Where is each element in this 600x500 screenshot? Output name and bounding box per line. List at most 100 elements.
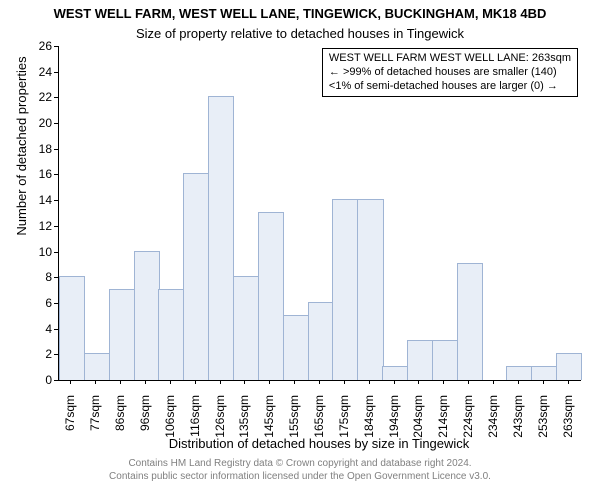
x-tick-label: 155sqm (287, 395, 301, 455)
y-tick-label: 26 (28, 39, 52, 53)
x-tick-mark (195, 380, 196, 384)
footer-line-1: Contains HM Land Registry data © Crown c… (0, 458, 600, 471)
x-tick-label: 243sqm (511, 395, 525, 455)
histogram-bar (183, 173, 209, 380)
y-tick-label: 18 (28, 142, 52, 156)
x-tick-label: 135sqm (237, 395, 251, 455)
x-tick-label: 126sqm (213, 395, 227, 455)
histogram-bar (556, 353, 582, 380)
histogram-bar (233, 276, 259, 380)
chart-container: WEST WELL FARM, WEST WELL LANE, TINGEWIC… (0, 0, 600, 500)
y-tick-mark (54, 46, 58, 47)
x-tick-mark (120, 380, 121, 384)
x-tick-label: 106sqm (163, 395, 177, 455)
y-tick-label: 16 (28, 167, 52, 181)
x-tick-mark (418, 380, 419, 384)
x-tick-label: 184sqm (362, 395, 376, 455)
x-tick-label: 165sqm (312, 395, 326, 455)
histogram-bar (457, 263, 483, 380)
x-tick-mark (493, 380, 494, 384)
histogram-bar (308, 302, 334, 380)
histogram-bar (506, 366, 532, 380)
y-tick-label: 20 (28, 116, 52, 130)
x-tick-mark (269, 380, 270, 384)
x-tick-label: 224sqm (461, 395, 475, 455)
x-tick-label: 77sqm (88, 395, 102, 455)
chart-subtitle: Size of property relative to detached ho… (0, 26, 600, 41)
y-tick-mark (54, 97, 58, 98)
x-tick-mark (468, 380, 469, 384)
y-axis-label: Number of detached properties (14, 0, 29, 313)
histogram-bar (208, 96, 234, 380)
y-tick-mark (54, 149, 58, 150)
x-tick-mark (244, 380, 245, 384)
y-tick-mark (54, 174, 58, 175)
x-tick-label: 67sqm (63, 395, 77, 455)
y-tick-mark (54, 226, 58, 227)
y-tick-label: 14 (28, 193, 52, 207)
y-tick-label: 10 (28, 245, 52, 259)
x-tick-mark (145, 380, 146, 384)
x-tick-mark (543, 380, 544, 384)
x-tick-mark (344, 380, 345, 384)
x-tick-label: 86sqm (113, 395, 127, 455)
histogram-bar (357, 199, 383, 380)
histogram-bar (283, 315, 309, 380)
legend-line-3: <1% of semi-detached houses are larger (… (329, 80, 571, 94)
x-tick-mark (319, 380, 320, 384)
legend-line-1: WEST WELL FARM WEST WELL LANE: 263sqm (329, 52, 571, 66)
y-tick-label: 12 (28, 219, 52, 233)
x-tick-mark (70, 380, 71, 384)
y-tick-mark (54, 277, 58, 278)
y-tick-mark (54, 200, 58, 201)
y-tick-label: 24 (28, 65, 52, 79)
x-tick-label: 234sqm (486, 395, 500, 455)
y-tick-label: 8 (28, 270, 52, 284)
y-tick-mark (54, 303, 58, 304)
x-tick-mark (443, 380, 444, 384)
histogram-bar (382, 366, 408, 380)
x-tick-mark (294, 380, 295, 384)
histogram-bar (407, 340, 433, 380)
y-tick-mark (54, 329, 58, 330)
histogram-bar (332, 199, 358, 380)
legend-line-2: ← >99% of detached houses are smaller (1… (329, 66, 571, 80)
x-tick-label: 214sqm (436, 395, 450, 455)
histogram-bar (432, 340, 458, 380)
x-tick-label: 253sqm (536, 395, 550, 455)
x-tick-mark (95, 380, 96, 384)
x-tick-label: 263sqm (561, 395, 575, 455)
y-tick-mark (54, 252, 58, 253)
y-tick-label: 22 (28, 90, 52, 104)
y-tick-label: 2 (28, 347, 52, 361)
histogram-bar (59, 276, 85, 380)
histogram-bar (134, 251, 160, 380)
legend-box: WEST WELL FARM WEST WELL LANE: 263sqm ← … (322, 48, 578, 97)
histogram-bar (109, 289, 135, 380)
x-tick-label: 175sqm (337, 395, 351, 455)
y-tick-mark (54, 72, 58, 73)
y-tick-label: 4 (28, 322, 52, 336)
y-tick-mark (54, 380, 58, 381)
footer-line-2: Contains public sector information licen… (0, 471, 600, 484)
x-tick-mark (369, 380, 370, 384)
y-tick-label: 6 (28, 296, 52, 310)
x-tick-label: 194sqm (387, 395, 401, 455)
x-tick-label: 145sqm (262, 395, 276, 455)
x-tick-mark (220, 380, 221, 384)
x-tick-label: 116sqm (188, 395, 202, 455)
chart-title-address: WEST WELL FARM, WEST WELL LANE, TINGEWIC… (0, 6, 600, 21)
x-tick-label: 204sqm (411, 395, 425, 455)
histogram-bar (84, 353, 110, 380)
histogram-bar (258, 212, 284, 380)
x-tick-label: 96sqm (138, 395, 152, 455)
histogram-bar (531, 366, 557, 380)
x-tick-mark (394, 380, 395, 384)
y-tick-mark (54, 123, 58, 124)
x-tick-mark (518, 380, 519, 384)
y-tick-mark (54, 354, 58, 355)
x-tick-mark (568, 380, 569, 384)
histogram-bar (158, 289, 184, 380)
attribution-footer: Contains HM Land Registry data © Crown c… (0, 458, 600, 483)
x-tick-mark (170, 380, 171, 384)
